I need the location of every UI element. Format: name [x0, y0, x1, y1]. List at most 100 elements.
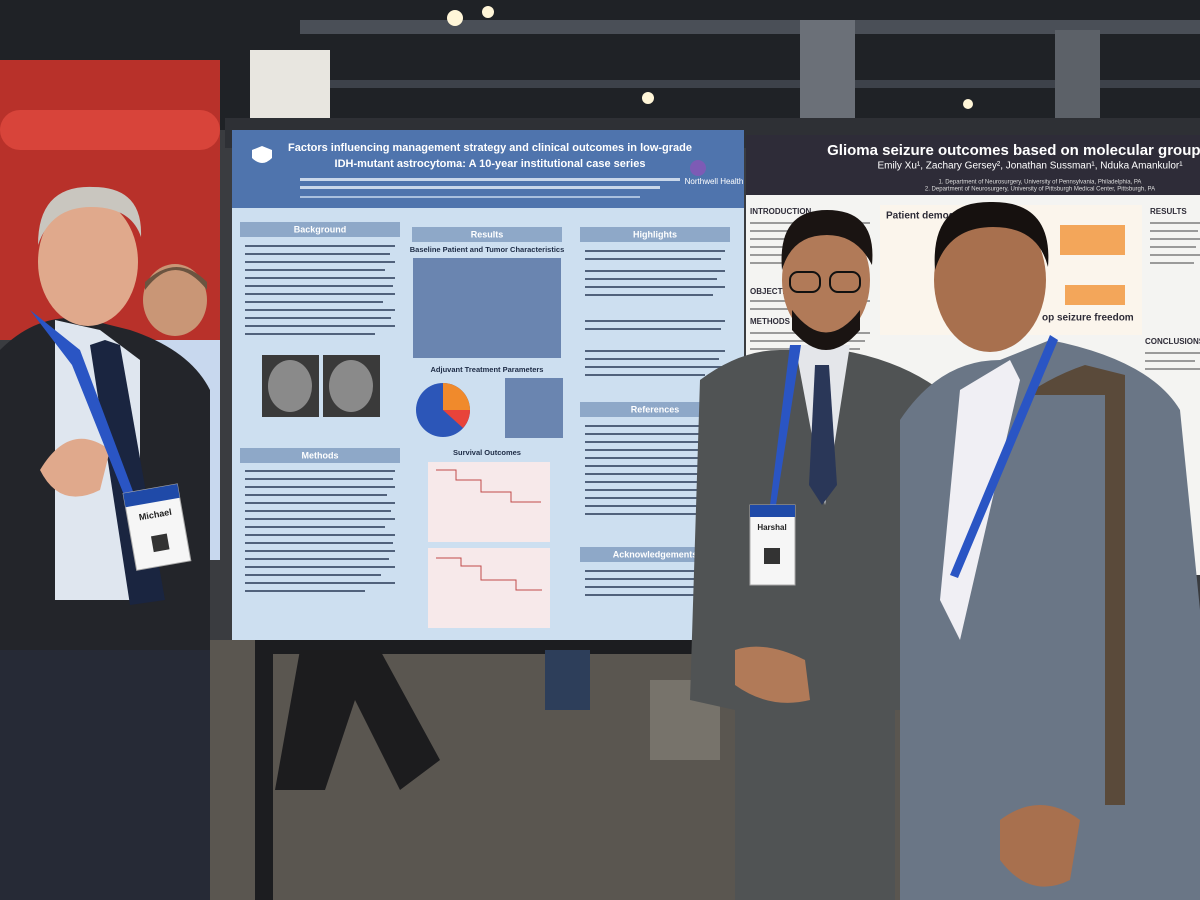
text-line [585, 457, 725, 459]
text-line [1150, 222, 1200, 224]
affiliation: 1. Department of Neurosurgery, Universit… [939, 180, 1142, 186]
badge-name: Harshal [757, 523, 786, 532]
glasses [829, 271, 861, 293]
text-line [585, 258, 721, 260]
authors: Emily Xu¹, Zachary Gersey², Jonathan Sus… [877, 161, 1183, 172]
text-line [245, 526, 385, 528]
text-line [585, 286, 725, 288]
text-line [1150, 230, 1198, 232]
text-line [1150, 238, 1200, 240]
pie-slice [443, 410, 470, 428]
text-line [245, 333, 375, 335]
affiliation: 2. Department of Neurosurgery, Universit… [925, 187, 1155, 193]
section-title: METHODS [750, 317, 791, 326]
table-highlight [1065, 285, 1125, 305]
text-line [585, 481, 713, 483]
text-line [245, 574, 381, 576]
chart-title: Patient demogra [886, 211, 965, 222]
face [934, 208, 1046, 352]
board-leg [255, 640, 273, 900]
text-line [1145, 360, 1195, 362]
section-title: References [631, 404, 680, 414]
lanyard [30, 310, 140, 515]
ceiling-beam [300, 80, 1200, 88]
chart-title: op seizure freedom [1042, 313, 1134, 324]
badge: Michael [122, 483, 192, 571]
text-line [585, 473, 725, 475]
text-line [245, 502, 395, 504]
text-line [585, 570, 725, 572]
hair [781, 210, 873, 270]
text-line [1145, 352, 1200, 354]
text-line [585, 578, 721, 580]
hair [934, 201, 1049, 270]
red-pipe [0, 110, 220, 150]
text-line [585, 425, 725, 427]
person-hair [145, 267, 207, 290]
hair [38, 186, 142, 245]
section-title: Methods [302, 450, 339, 460]
text-line [245, 245, 395, 247]
section-title: CONCLUSIONS [1145, 337, 1200, 346]
badge-band [750, 505, 795, 517]
qr-code [150, 533, 170, 553]
text-line [1150, 262, 1194, 264]
logo-mark [690, 160, 706, 176]
ceiling-light [447, 10, 463, 26]
text-line [585, 250, 725, 252]
survival-plot [428, 548, 550, 628]
subheading: Survival Outcomes [453, 448, 521, 457]
text-line [1150, 246, 1196, 248]
survival-curve [436, 557, 542, 591]
text-line [585, 433, 723, 435]
text-line [245, 309, 395, 311]
suit [690, 350, 955, 900]
text-line [585, 465, 721, 467]
text-line [585, 489, 725, 491]
text-line [245, 478, 393, 480]
author-line [300, 186, 660, 189]
text-line [585, 449, 717, 451]
text-line [585, 278, 717, 280]
section-header [412, 227, 562, 242]
ceiling-beam [300, 20, 1200, 34]
left-poster: Factors influencing management strategy … [232, 130, 744, 640]
poster-header [232, 130, 744, 208]
text-line [585, 441, 725, 443]
person-legs [545, 650, 590, 710]
text-line [245, 558, 389, 560]
survival-curve [436, 469, 541, 503]
pillar [1055, 30, 1100, 120]
section-title: Acknowledgements [613, 549, 698, 559]
section-title: Background [294, 224, 347, 234]
ceiling-light [963, 99, 973, 109]
author-line [300, 178, 680, 181]
text-line [245, 486, 395, 488]
trousers [0, 650, 210, 900]
poster-title: IDH-mutant astrocytoma: A 10-year instit… [335, 158, 646, 170]
hands [735, 646, 810, 703]
text-line [245, 261, 395, 263]
section-title: Highlights [633, 229, 677, 239]
person-face [143, 264, 207, 336]
table-highlight [1060, 225, 1125, 255]
text-line [245, 566, 395, 568]
pie-slice [443, 383, 470, 410]
section-header [580, 227, 730, 242]
text-line [245, 542, 393, 544]
text-line [245, 470, 395, 472]
lanyard [950, 335, 1058, 578]
poster-title: Glioma seizure outcomes based on molecul… [827, 142, 1200, 159]
text-line [585, 513, 715, 515]
text-line [585, 294, 713, 296]
text-line [585, 320, 725, 322]
hand [1000, 805, 1080, 887]
poster-title: Factors influencing management strategy … [288, 142, 692, 154]
text-line [245, 301, 383, 303]
glasses [789, 271, 821, 293]
hand [40, 438, 110, 497]
text-line [245, 317, 391, 319]
ceiling-light [642, 92, 654, 104]
badge-card [749, 504, 796, 586]
face [38, 198, 138, 326]
